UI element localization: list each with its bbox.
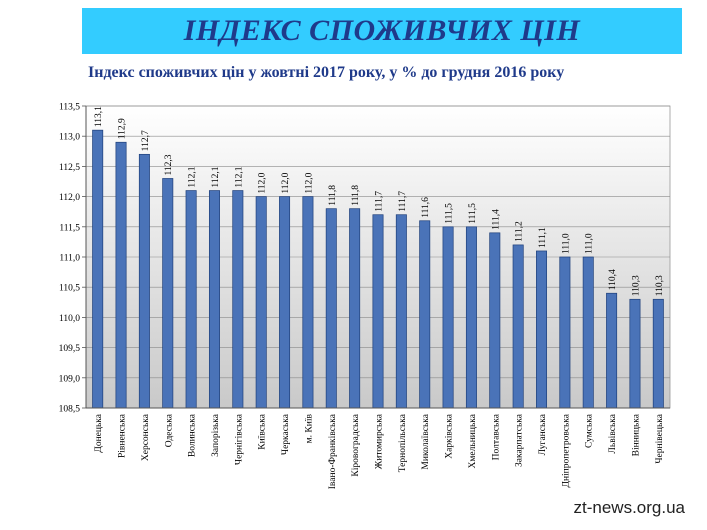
bar — [652, 298, 664, 409]
category-label: Дніпропетровська — [561, 413, 571, 487]
data-label: 112,1 — [211, 166, 221, 187]
y-tick-label: 113,5 — [59, 103, 80, 113]
y-tick-label: 109,0 — [59, 374, 81, 384]
bar — [92, 129, 104, 409]
category-label: Тернопільська — [398, 413, 408, 472]
bar — [512, 244, 524, 409]
y-tick-label: 110,0 — [59, 314, 80, 324]
category-label: Рівненська — [118, 413, 128, 458]
y-tick-label: 112,0 — [59, 193, 80, 203]
data-label: 111,5 — [468, 203, 478, 224]
banner-title: ІНДЕКС СПОЖИВЧИХ ЦІН — [183, 14, 581, 47]
category-label: Хмельницька — [468, 413, 478, 468]
watermark: zt-news.org.ua — [567, 496, 691, 520]
category-label: Харківська — [445, 413, 455, 459]
title-banner: ІНДЕКС СПОЖИВЧИХ ЦІН — [82, 8, 682, 54]
data-label: 113,1 — [94, 106, 104, 127]
category-label: Житомирська — [375, 413, 385, 469]
y-tick-label: 109,5 — [59, 344, 81, 354]
category-label: Київська — [258, 413, 268, 450]
bar — [372, 214, 384, 409]
data-label: 110,4 — [608, 269, 618, 290]
bar — [232, 190, 244, 409]
data-label: 111,4 — [491, 209, 501, 230]
data-label: 111,1 — [538, 227, 548, 248]
bar — [185, 190, 197, 409]
data-label: 111,0 — [585, 233, 595, 254]
bar-chart: 108,5 109,0 109,5 110,0 110,5 111,0 111,5 112,0… — [59, 103, 671, 489]
bar — [138, 153, 150, 409]
bar — [162, 178, 174, 409]
bar — [325, 208, 337, 409]
bar — [255, 196, 267, 409]
data-label: 112,1 — [234, 166, 244, 187]
data-label: 112,3 — [164, 154, 174, 175]
bar — [208, 190, 220, 409]
y-tick-label: 111,5 — [59, 223, 80, 233]
bar — [115, 141, 127, 409]
data-label: 111,6 — [421, 197, 431, 218]
category-label: Миколаївська — [421, 413, 431, 469]
bar — [302, 196, 314, 409]
bar — [606, 292, 618, 409]
bar — [395, 214, 407, 409]
data-label: 112,9 — [118, 118, 128, 139]
data-label: 111,8 — [328, 185, 338, 206]
bar — [582, 256, 594, 409]
category-label: Івано-Франківська — [328, 413, 338, 489]
data-label: 111,5 — [445, 203, 455, 224]
data-label: 110,3 — [655, 275, 665, 296]
data-label: 111,8 — [351, 185, 361, 206]
category-label: Волинська — [188, 413, 198, 457]
category-label: Львівська — [608, 413, 618, 453]
bar — [349, 208, 361, 409]
data-label: 112,0 — [281, 172, 291, 193]
data-label: 111,0 — [561, 233, 571, 254]
chart-title: Індекс споживчих цін у жовтні 2017 року,… — [88, 64, 565, 81]
bar — [279, 196, 291, 409]
category-label: Кіровоградська — [351, 413, 361, 476]
data-label: 110,3 — [631, 275, 641, 296]
bar — [489, 232, 501, 409]
bar — [442, 226, 454, 409]
category-label: м. Київ — [304, 413, 314, 443]
category-label: Вінницька — [631, 413, 641, 456]
data-label: 111,7 — [398, 191, 408, 212]
bar — [629, 298, 641, 409]
bar — [559, 256, 571, 409]
y-tick-label: 110,5 — [59, 284, 80, 294]
y-tick-label: 112,5 — [59, 163, 80, 173]
category-label: Донецька — [94, 413, 104, 452]
category-label: Луганська — [538, 413, 548, 455]
data-label: 111,2 — [515, 221, 525, 242]
category-label: Одеська — [164, 413, 174, 447]
category-label: Сумська — [585, 413, 595, 448]
category-label: Черкаська — [281, 413, 291, 455]
category-label: Полтавська — [491, 413, 501, 460]
bar — [465, 226, 477, 409]
data-label: 112,1 — [188, 166, 198, 187]
data-label: 112,0 — [258, 172, 268, 193]
bar — [536, 250, 548, 409]
category-label: Чернігівська — [234, 413, 244, 465]
category-label: Чернівецька — [655, 413, 665, 463]
y-tick-label: 111,0 — [59, 254, 80, 264]
category-label: Херсонська — [141, 413, 151, 461]
data-label: 111,7 — [375, 191, 385, 212]
category-label: Запорізька — [211, 413, 221, 457]
y-tick-label: 108,5 — [59, 405, 81, 415]
category-label: Закарпатська — [515, 413, 525, 467]
bar — [419, 220, 431, 409]
y-tick-label: 113,0 — [59, 133, 80, 143]
data-label: 112,7 — [141, 130, 151, 151]
data-label: 112,0 — [304, 172, 314, 193]
